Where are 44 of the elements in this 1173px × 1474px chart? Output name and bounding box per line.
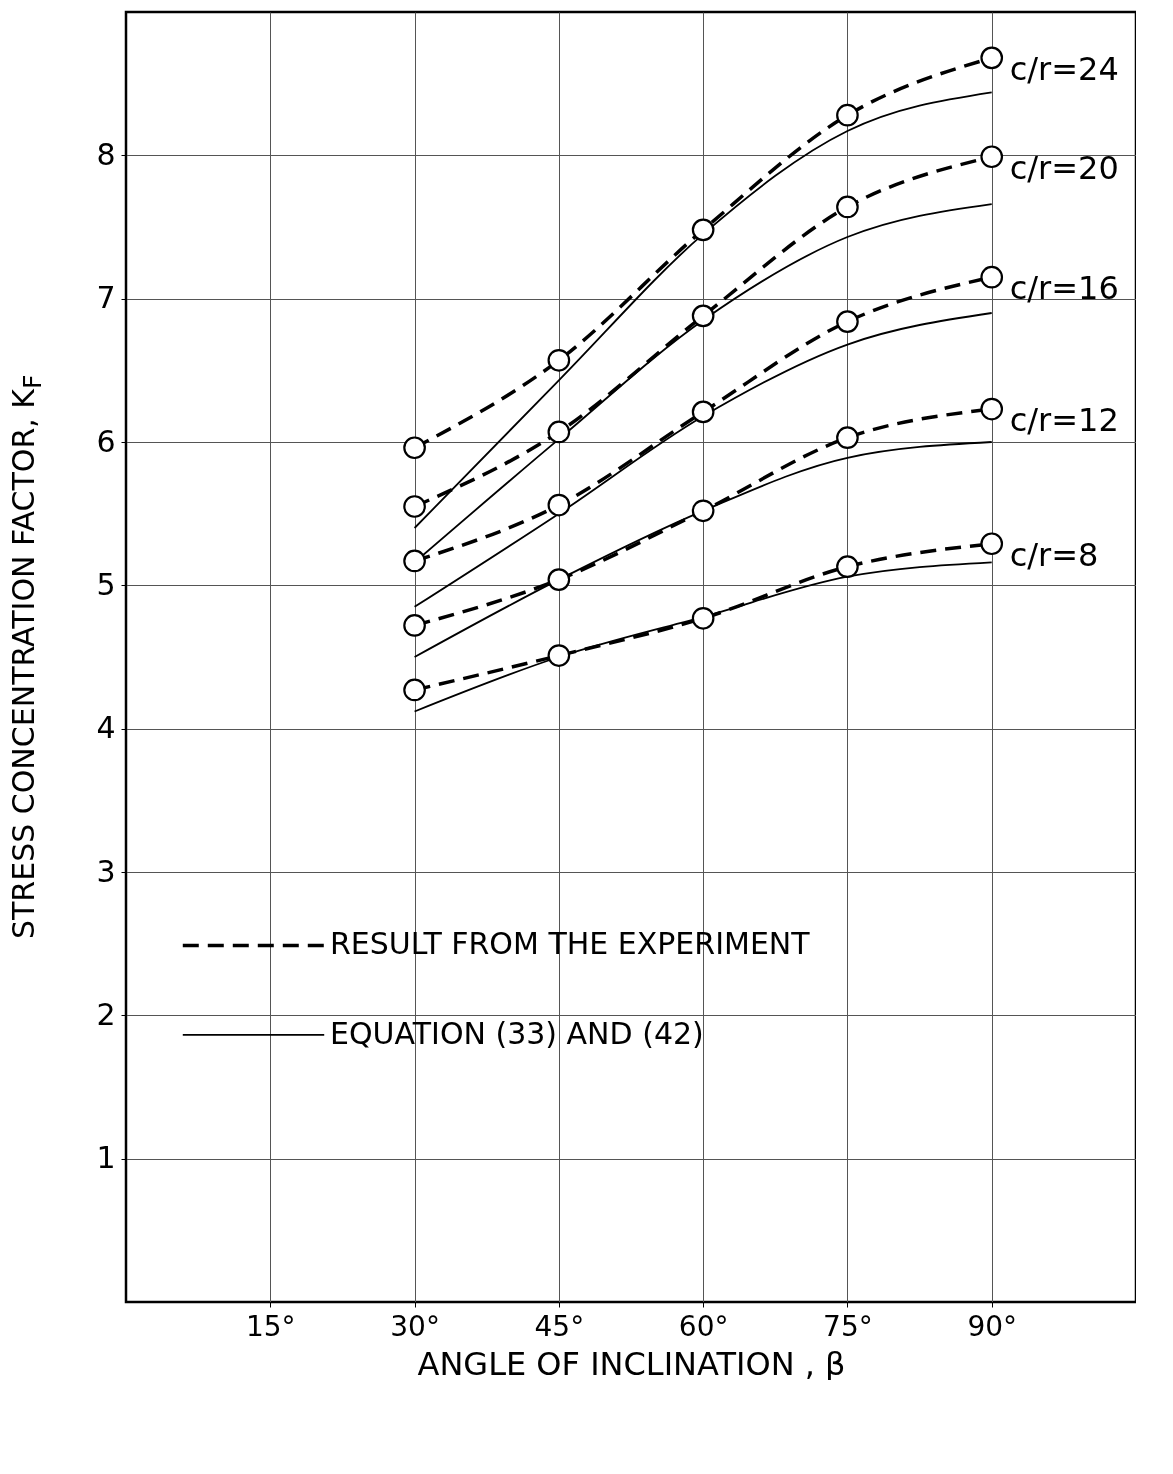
point bbox=[691, 499, 715, 523]
point bbox=[980, 145, 1004, 169]
y-tick-label: 3 bbox=[96, 853, 116, 889]
y-tick-label: 1 bbox=[96, 1140, 116, 1176]
point bbox=[980, 397, 1004, 421]
point bbox=[403, 614, 426, 637]
series-label: c/r=20 bbox=[1009, 148, 1119, 187]
y-tick-label: 8 bbox=[96, 136, 116, 172]
point bbox=[836, 103, 859, 127]
x-tick-label: 45° bbox=[534, 1309, 585, 1343]
point bbox=[547, 493, 571, 517]
y-tick-label: 5 bbox=[96, 566, 116, 602]
x-tick-label: 75° bbox=[823, 1309, 873, 1343]
point bbox=[836, 555, 859, 579]
point bbox=[980, 265, 1004, 289]
point bbox=[691, 218, 715, 242]
x-tick-label: 15° bbox=[245, 1309, 296, 1343]
series-label: c/r=24 bbox=[1009, 49, 1119, 88]
series-label: c/r=12 bbox=[1009, 401, 1119, 440]
y-tick-label: 4 bbox=[96, 710, 116, 746]
point bbox=[403, 495, 426, 518]
x-tick-label: 30° bbox=[390, 1309, 440, 1343]
point bbox=[691, 400, 715, 424]
point bbox=[691, 606, 715, 630]
x-tick-label: 60° bbox=[678, 1309, 729, 1343]
point bbox=[980, 532, 1004, 556]
point bbox=[403, 549, 426, 573]
point bbox=[836, 310, 859, 333]
y-tick-label: 6 bbox=[96, 423, 116, 459]
y-tick-label: 7 bbox=[96, 280, 116, 316]
y-tick-label: 2 bbox=[96, 996, 116, 1032]
point bbox=[836, 426, 859, 450]
x-tick-label: 90° bbox=[967, 1309, 1018, 1343]
point bbox=[403, 678, 426, 702]
point bbox=[836, 195, 859, 219]
point bbox=[547, 568, 571, 591]
point bbox=[547, 420, 571, 444]
point bbox=[547, 644, 571, 667]
point bbox=[547, 348, 571, 372]
point bbox=[980, 46, 1004, 70]
series-label: c/r=16 bbox=[1009, 269, 1119, 308]
series-label: c/r=8 bbox=[1009, 535, 1099, 574]
point bbox=[691, 304, 715, 328]
point bbox=[403, 436, 426, 460]
